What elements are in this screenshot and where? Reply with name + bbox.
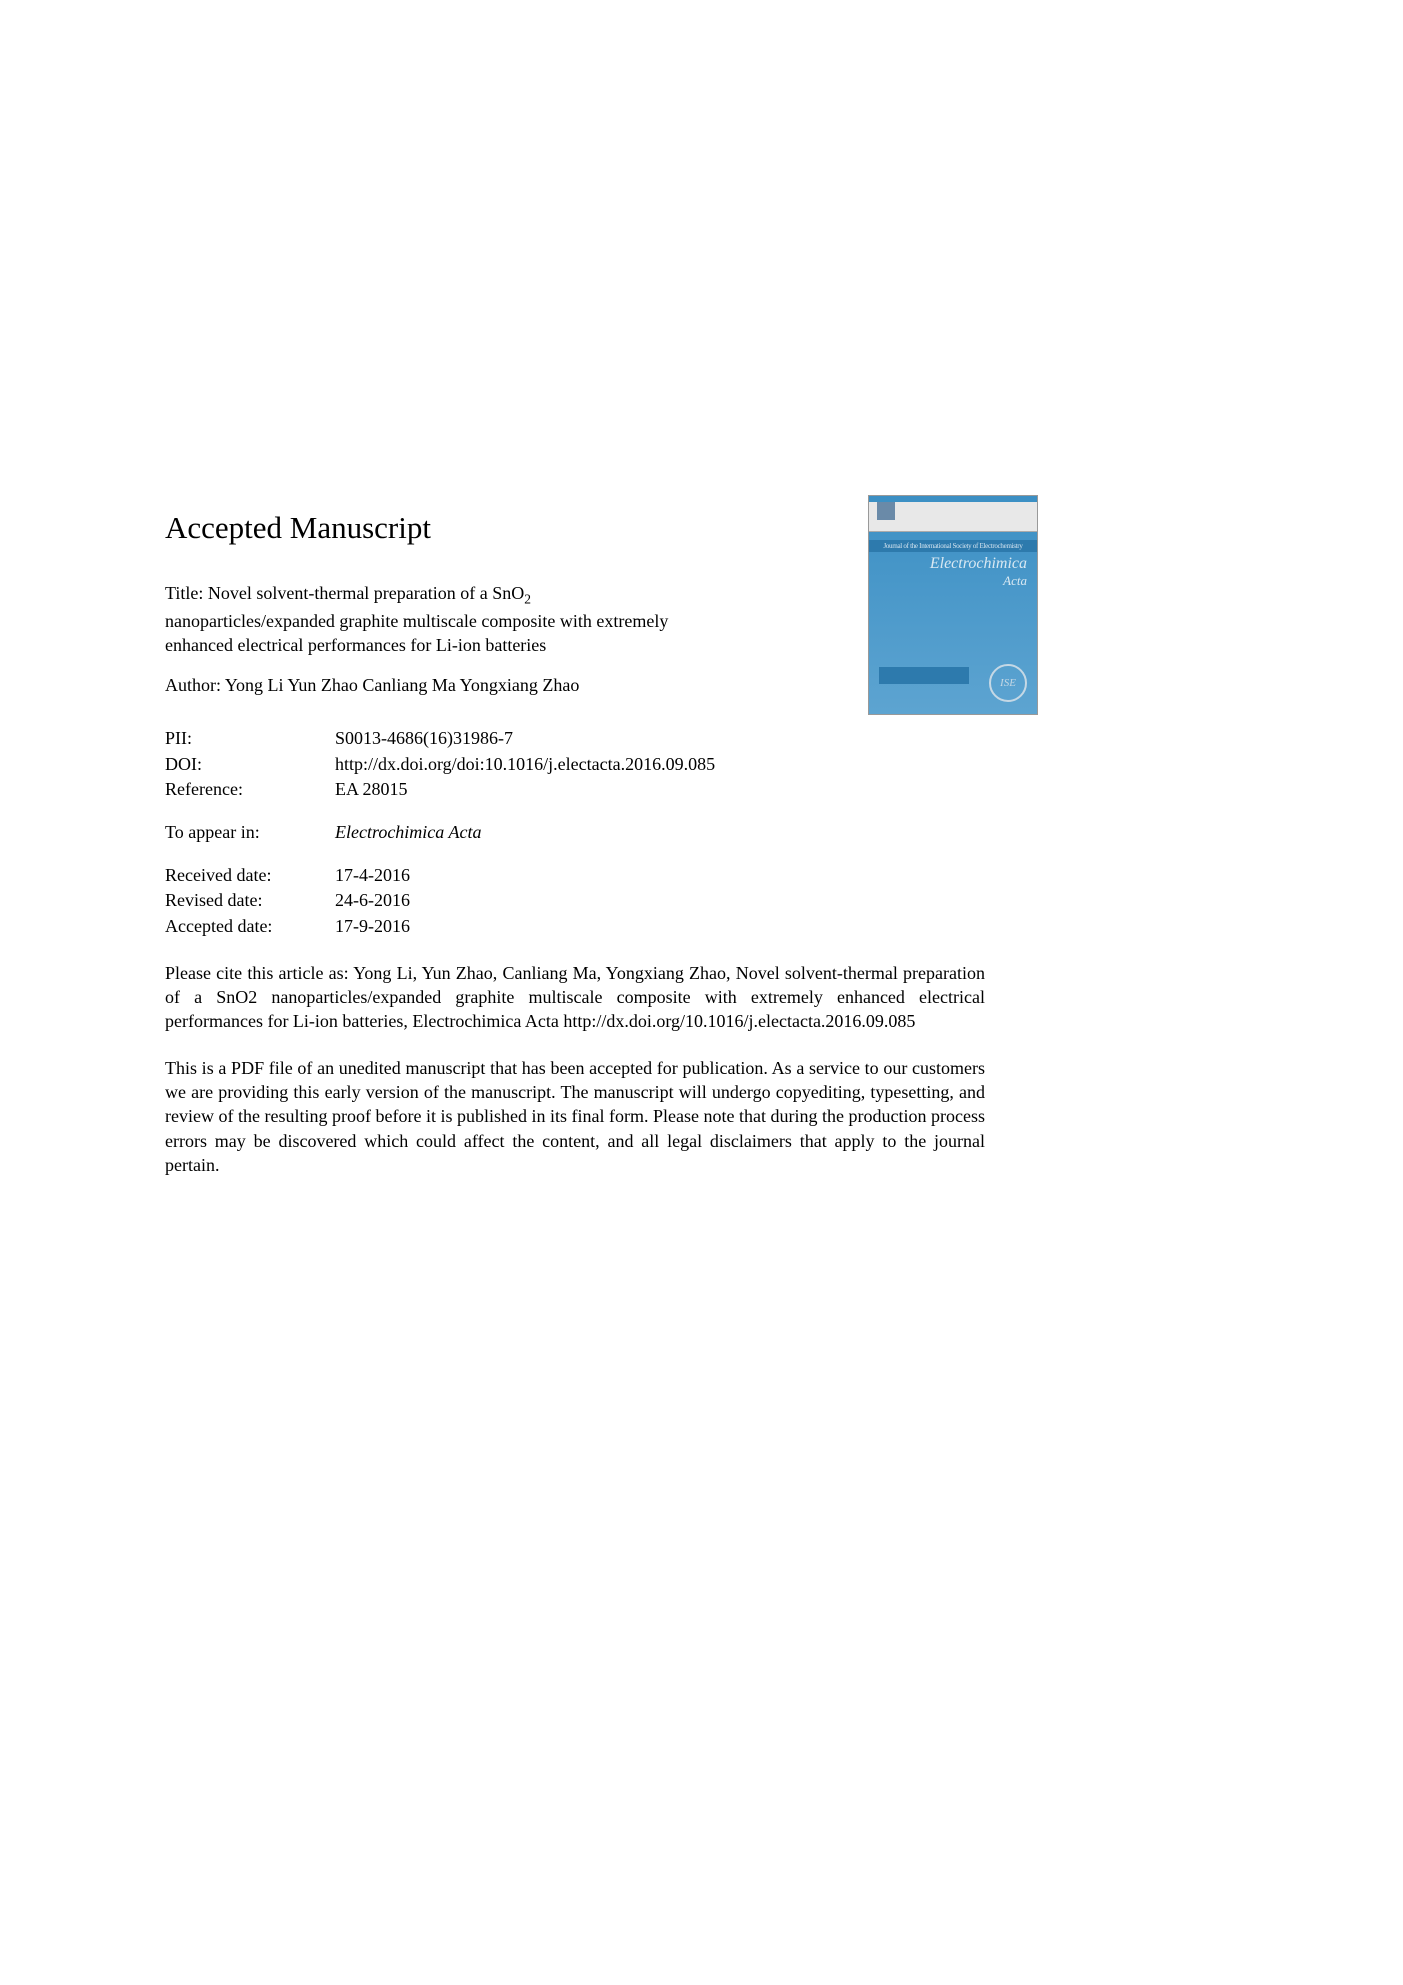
author-line: Author: Yong Li Yun Zhao Canliang Ma Yon…: [165, 675, 1238, 696]
metadata-row-received: Received date: 17-4-2016: [165, 863, 1238, 888]
revised-label: Revised date:: [165, 888, 335, 913]
reference-value: EA 28015: [335, 777, 1238, 802]
metadata-row-accepted: Accepted date: 17-9-2016: [165, 914, 1238, 939]
metadata-row-pii: PII: S0013-4686(16)31986-7: [165, 726, 1238, 751]
ise-logo-icon: ISE: [989, 664, 1027, 702]
publisher-logo-icon: [877, 502, 895, 520]
received-value: 17-4-2016: [335, 863, 1238, 888]
metadata-row-to-appear: To appear in: Electrochimica Acta: [165, 820, 1238, 845]
pii-value: S0013-4686(16)31986-7: [335, 726, 1238, 751]
doi-link[interactable]: http://dx.doi.org/doi:10.1016/j.electact…: [335, 754, 715, 774]
title-prefix: Title: Novel solvent-thermal preparation…: [165, 583, 524, 603]
cover-society-band: Journal of the International Society of …: [869, 540, 1037, 552]
metadata-row-doi: DOI: http://dx.doi.org/doi:10.1016/j.ele…: [165, 752, 1238, 777]
to-appear-label: To appear in:: [165, 820, 335, 845]
doi-value[interactable]: http://dx.doi.org/doi:10.1016/j.electact…: [335, 752, 1238, 777]
cover-bottom-band: [879, 667, 969, 684]
cover-journal-title-line2: Acta: [869, 573, 1037, 589]
accepted-value: 17-9-2016: [335, 914, 1238, 939]
metadata-row-revised: Revised date: 24-6-2016: [165, 888, 1238, 913]
metadata-table: PII: S0013-4686(16)31986-7 DOI: http://d…: [165, 726, 1238, 938]
title-suffix: nanoparticles/expanded graphite multisca…: [165, 611, 668, 655]
cover-bottom-area: ISE: [879, 667, 1027, 702]
header-section: Journal of the International Society of …: [165, 510, 1238, 696]
accepted-label: Accepted date:: [165, 914, 335, 939]
manuscript-title: Title: Novel solvent-thermal preparation…: [165, 581, 705, 657]
pii-label: PII:: [165, 726, 335, 751]
cover-journal-title-line1: Electrochimica: [869, 552, 1037, 573]
metadata-row-reference: Reference: EA 28015: [165, 777, 1238, 802]
received-label: Received date:: [165, 863, 335, 888]
author-label: Author:: [165, 675, 221, 695]
journal-cover-thumbnail: Journal of the International Society of …: [868, 495, 1038, 715]
accepted-manuscript-heading: Accepted Manuscript: [165, 510, 1238, 546]
to-appear-value: Electrochimica Acta: [335, 820, 1238, 845]
revised-value: 24-6-2016: [335, 888, 1238, 913]
citation-paragraph: Please cite this article as: Yong Li, Yu…: [165, 961, 985, 1034]
title-subscript: 2: [524, 592, 531, 607]
doi-label: DOI:: [165, 752, 335, 777]
reference-label: Reference:: [165, 777, 335, 802]
author-names: Yong Li Yun Zhao Canliang Ma Yongxiang Z…: [225, 675, 580, 695]
cover-top-bar: [869, 502, 1037, 532]
page-container: Journal of the International Society of …: [0, 0, 1403, 1177]
disclaimer-paragraph: This is a PDF file of an unedited manusc…: [165, 1056, 985, 1177]
